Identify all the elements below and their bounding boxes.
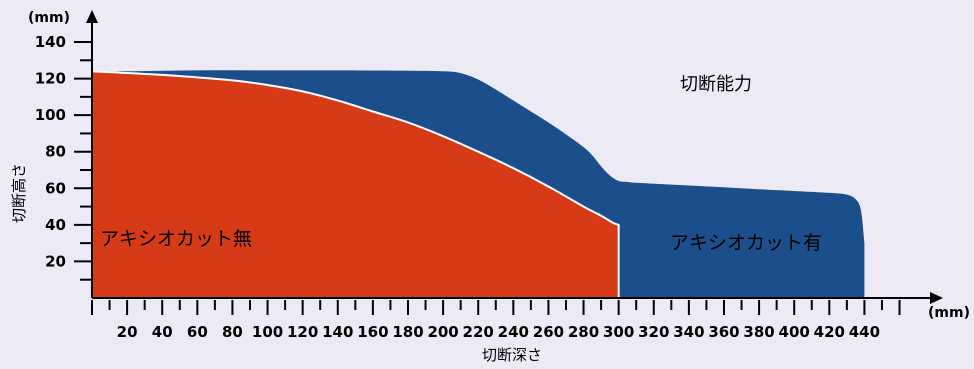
boundary-line-without-axial-cut <box>91 70 620 298</box>
x-tick-label: 200 <box>427 323 458 341</box>
x-tick-label: 240 <box>498 323 529 341</box>
y-tick-label: 140 <box>35 33 66 51</box>
x-tick-label: 300 <box>603 323 634 341</box>
x-tick-label: 180 <box>392 323 423 341</box>
x-tick-label: 220 <box>463 323 494 341</box>
x-tick-label: 60 <box>187 323 208 341</box>
y-tick-label: 120 <box>35 70 66 88</box>
x-tick-label: 40 <box>152 323 173 341</box>
y-axis-arrow <box>86 10 98 23</box>
x-tick-label: 260 <box>533 323 564 341</box>
x-tick-label: 440 <box>849 323 880 341</box>
x-tick-label: 20 <box>117 323 138 341</box>
area-without-axial-cut <box>92 71 619 299</box>
x-tick-label: 280 <box>568 323 599 341</box>
y-axis-title: 切断高さ <box>10 163 28 223</box>
x-tick-label: 400 <box>779 323 810 341</box>
x-tick-label: 120 <box>287 323 318 341</box>
x-axis-title: 切断深さ <box>482 346 542 364</box>
series-label-with-axial-cut: アキシオカット有 <box>670 232 822 254</box>
x-tick-label: 320 <box>638 323 669 341</box>
x-axis-unit: (mm) <box>928 305 970 321</box>
series-label-without-axial-cut: アキシオカット無 <box>100 228 252 250</box>
x-tick-label: 360 <box>708 323 739 341</box>
x-tick-label: 100 <box>252 323 283 341</box>
x-tick-label: 420 <box>814 323 845 341</box>
y-tick-label: 60 <box>45 179 66 197</box>
x-tick-label: 340 <box>673 323 704 341</box>
y-tick-label: 80 <box>45 143 66 161</box>
x-tick-label: 140 <box>322 323 353 341</box>
y-tick-label: 20 <box>45 252 66 270</box>
x-tick-label: 160 <box>357 323 388 341</box>
y-axis-unit: (mm) <box>28 10 70 26</box>
x-axis-arrow <box>930 292 943 304</box>
x-tick-label: 380 <box>743 323 774 341</box>
y-tick-label: 100 <box>35 106 66 124</box>
x-tick-label: 80 <box>222 323 243 341</box>
y-tick-label: 40 <box>45 216 66 234</box>
chart-title: 切断能力 <box>680 74 752 95</box>
